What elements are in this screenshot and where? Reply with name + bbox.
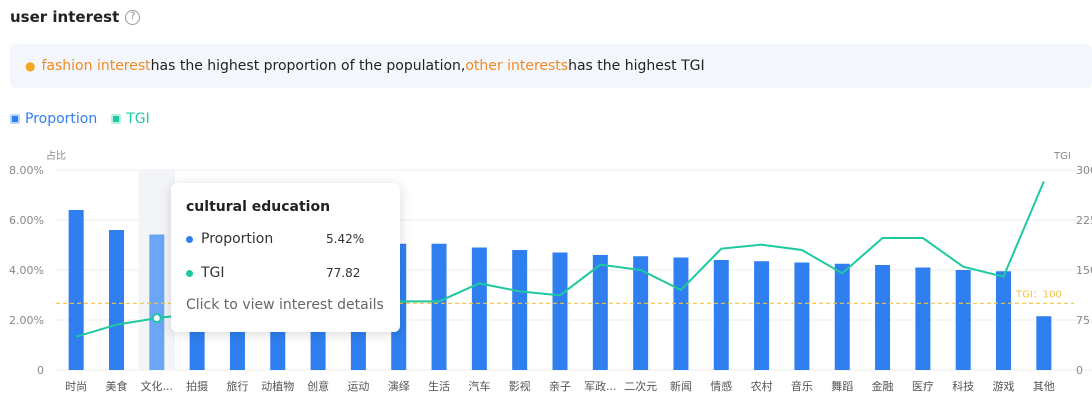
tooltip-value-tgi: 77.82	[326, 266, 361, 280]
bar-其他[interactable]	[1036, 316, 1052, 370]
x-tick-label: 演绎	[388, 379, 410, 393]
bar-生活[interactable]	[431, 243, 447, 370]
bar-亲子[interactable]	[552, 252, 568, 371]
x-tick-label: 运动	[347, 380, 369, 393]
y-left-tick-label: 4.00%	[9, 264, 44, 277]
y-right-tick-label: 150	[1076, 264, 1092, 277]
x-tick-label: 文化...	[141, 379, 174, 393]
bar-金融[interactable]	[875, 265, 891, 370]
tooltip-link-interest-details[interactable]: Click to view interest details	[186, 297, 384, 313]
x-tick-label: 农村	[751, 379, 773, 393]
bar-农村[interactable]	[754, 261, 770, 370]
chart-legend: Proportion TGI	[10, 111, 150, 127]
bar-游戏[interactable]	[996, 271, 1012, 370]
insight-text-2: has the highest TGI	[568, 58, 705, 74]
insight-text-1: has the highest proportion of the popula…	[150, 58, 466, 74]
tooltip-title: cultural education	[186, 199, 331, 215]
tooltip-label-tgi: TGI	[201, 265, 225, 281]
bar-汽车[interactable]	[471, 247, 487, 371]
insight-highlight-2: other interests	[465, 58, 569, 74]
y-right-tick-label: 225	[1076, 214, 1092, 227]
lightbulb-icon: ●	[25, 59, 36, 73]
section-title-text: user interest	[10, 8, 120, 26]
section-title: user interest ?	[10, 8, 141, 26]
bar-音乐[interactable]	[794, 262, 810, 371]
legend-label-tgi: TGI	[126, 111, 150, 127]
bar-美食[interactable]	[108, 230, 124, 370]
y-right-axis-title: TGI	[1053, 151, 1071, 162]
bar-二次元[interactable]	[633, 256, 649, 370]
bar-科技[interactable]	[955, 270, 971, 370]
x-tick-label: 拍摄	[186, 379, 208, 393]
y-right-tick-label: 75	[1076, 314, 1090, 327]
tgi-point-文化...[interactable]	[151, 313, 162, 324]
x-tick-label: 二次元	[624, 379, 657, 393]
x-tick-label: 医疗	[912, 379, 934, 393]
tooltip-row-tgi: TGI 77.82	[186, 263, 385, 283]
x-tick-label: 金融	[872, 379, 894, 393]
y-left-tick-label: 6.00%	[9, 214, 44, 227]
bar-文化...[interactable]	[149, 234, 165, 371]
x-tick-label: 汽车	[468, 379, 490, 393]
x-tick-label: 美食	[105, 379, 127, 393]
bar-舞蹈[interactable]	[834, 263, 850, 370]
bar-影视[interactable]	[512, 250, 528, 370]
bar-医疗[interactable]	[915, 267, 931, 371]
x-tick-label: 舞蹈	[831, 380, 853, 393]
x-tick-label: 科技	[952, 379, 974, 393]
tooltip-dot-proportion	[186, 235, 193, 243]
tooltip-row-proportion: Proportion 5.42%	[186, 229, 385, 249]
insight-banner: ● fashion interest has the highest propo…	[10, 44, 1092, 88]
reference-line-label: TGI：100	[1015, 289, 1062, 300]
legend-item-tgi[interactable]: TGI	[111, 111, 150, 127]
x-tick-label: 旅行	[226, 379, 248, 393]
y-left-tick-label: 8.00%	[9, 164, 44, 177]
bar-情感[interactable]	[713, 260, 729, 370]
x-tick-label: 音乐	[791, 379, 813, 393]
x-tick-label: 时尚	[65, 379, 87, 393]
insight-highlight-1: fashion interest	[41, 58, 151, 74]
legend-swatch-tgi	[111, 114, 122, 124]
y-left-tick-label: 2.00%	[9, 314, 44, 327]
y-right-tick-label: 0	[1076, 364, 1083, 377]
bar-军政...[interactable]	[592, 255, 608, 370]
x-tick-label: 亲子	[549, 379, 571, 393]
tooltip-value-proportion: 5.42%	[326, 232, 365, 246]
x-tick-label: 其他	[1033, 380, 1055, 393]
tooltip-dot-tgi	[186, 269, 193, 277]
x-tick-label: 创意	[307, 379, 329, 393]
legend-item-proportion[interactable]: Proportion	[10, 111, 97, 127]
y-left-axis-title: 占比	[46, 149, 66, 162]
x-tick-label: 新闻	[670, 379, 692, 393]
x-tick-label: 游戏	[993, 380, 1015, 393]
x-tick-label: 影视	[509, 379, 531, 393]
chart-tooltip: cultural education Proportion 5.42% TGI …	[171, 183, 400, 332]
y-left-tick-label: 0	[37, 364, 44, 377]
x-tick-label: 军政...	[584, 379, 617, 393]
bar-时尚[interactable]	[68, 210, 84, 370]
bar-新闻[interactable]	[673, 257, 689, 371]
tooltip-label-proportion: Proportion	[201, 231, 274, 247]
y-right-tick-label: 300	[1076, 164, 1092, 177]
x-tick-label: 生活	[428, 379, 450, 393]
help-circle-icon[interactable]: ?	[125, 9, 141, 25]
legend-label-proportion: Proportion	[25, 111, 98, 127]
x-tick-label: 情感	[710, 380, 732, 393]
x-tick-label: 动植物	[261, 379, 294, 393]
legend-swatch-proportion	[10, 114, 20, 124]
